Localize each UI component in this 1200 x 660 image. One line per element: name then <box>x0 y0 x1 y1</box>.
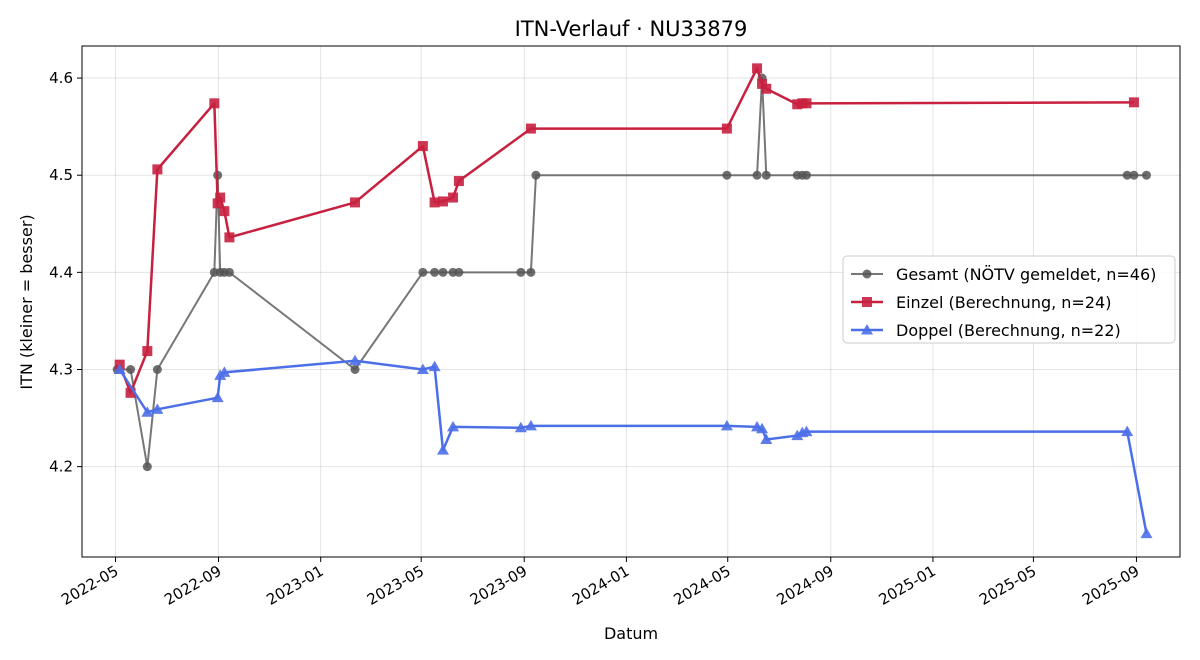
data-point <box>152 365 162 375</box>
series-triangle <box>113 354 1153 539</box>
legend-marker-triangle <box>861 324 873 335</box>
series-square <box>114 63 1139 398</box>
data-point <box>436 444 449 455</box>
data-point <box>514 421 527 433</box>
data-point <box>211 391 224 403</box>
data-point <box>516 267 526 277</box>
data-point <box>152 164 163 175</box>
data-point <box>801 98 812 109</box>
y-tick-label: 4.2 <box>49 458 73 476</box>
legend-marker-circle <box>862 269 872 279</box>
data-point <box>447 420 460 432</box>
data-point <box>416 363 429 375</box>
data-point <box>209 98 220 109</box>
data-point <box>126 365 136 375</box>
data-point <box>437 196 448 207</box>
data-point <box>761 170 771 180</box>
y-axis-title: ITN (kleiner = besser) <box>17 214 36 389</box>
data-point <box>453 176 464 187</box>
data-point <box>1141 170 1151 180</box>
data-point <box>760 433 773 444</box>
data-point <box>756 422 769 434</box>
data-point <box>525 123 536 134</box>
data-point <box>224 232 235 243</box>
data-point <box>142 462 152 472</box>
y-tick-label: 4.3 <box>49 361 73 379</box>
data-point <box>761 83 772 94</box>
data-point <box>212 198 223 209</box>
data-point <box>792 99 803 110</box>
data-point <box>800 425 813 437</box>
data-point <box>142 346 153 357</box>
data-point <box>438 267 448 277</box>
data-point <box>349 354 362 366</box>
data-point <box>1121 425 1134 437</box>
data-point <box>1140 527 1153 539</box>
data-point <box>722 170 732 180</box>
data-point <box>454 267 464 277</box>
data-point <box>524 419 537 431</box>
y-tick-label: 4.4 <box>49 263 73 281</box>
legend-label: Gesamt (NÖTV gemeldet, n=46) <box>896 265 1156 284</box>
y-tick-label: 4.5 <box>49 166 73 184</box>
y-axis: 4.2 4.3 4.4 4.5 4.6 <box>49 69 82 476</box>
legend-label: Doppel (Berechnung, n=22) <box>896 321 1121 340</box>
data-point <box>526 267 536 277</box>
data-point <box>430 267 440 277</box>
data-point <box>215 192 226 203</box>
data-point <box>791 429 804 441</box>
data-point <box>224 267 234 277</box>
data-point <box>448 192 459 203</box>
data-point <box>720 419 733 431</box>
y-tick-label: 4.6 <box>49 69 73 87</box>
data-point <box>218 366 231 377</box>
data-point <box>752 63 763 74</box>
data-point <box>429 197 440 208</box>
data-point <box>350 365 360 375</box>
series-layer <box>112 63 1153 539</box>
data-point <box>350 197 361 208</box>
plot-frame <box>81 45 1181 558</box>
data-point <box>721 123 732 134</box>
data-point <box>1122 170 1132 180</box>
data-point <box>752 170 762 180</box>
x-axis-title: Datum <box>604 624 658 643</box>
data-point <box>219 206 230 217</box>
legend-box <box>842 255 1176 344</box>
data-point <box>417 141 428 152</box>
legend-marker-square <box>862 297 872 307</box>
data-point <box>531 170 541 180</box>
data-point <box>428 360 441 372</box>
data-point <box>418 267 428 277</box>
data-point <box>1129 170 1139 180</box>
legend-label: Einzel (Berechnung, n=24) <box>896 293 1111 312</box>
series-circle <box>112 73 1151 472</box>
legend: Gesamt (NÖTV gemeldet, n=46) Einzel (Bere… <box>842 255 1176 344</box>
data-point <box>151 403 164 414</box>
data-point <box>141 406 154 417</box>
data-point <box>113 363 126 375</box>
data-point <box>801 170 811 180</box>
data-point <box>125 387 136 398</box>
data-point <box>1128 97 1139 108</box>
chart-title: ITN-Verlauf · NU33879 <box>515 17 748 41</box>
